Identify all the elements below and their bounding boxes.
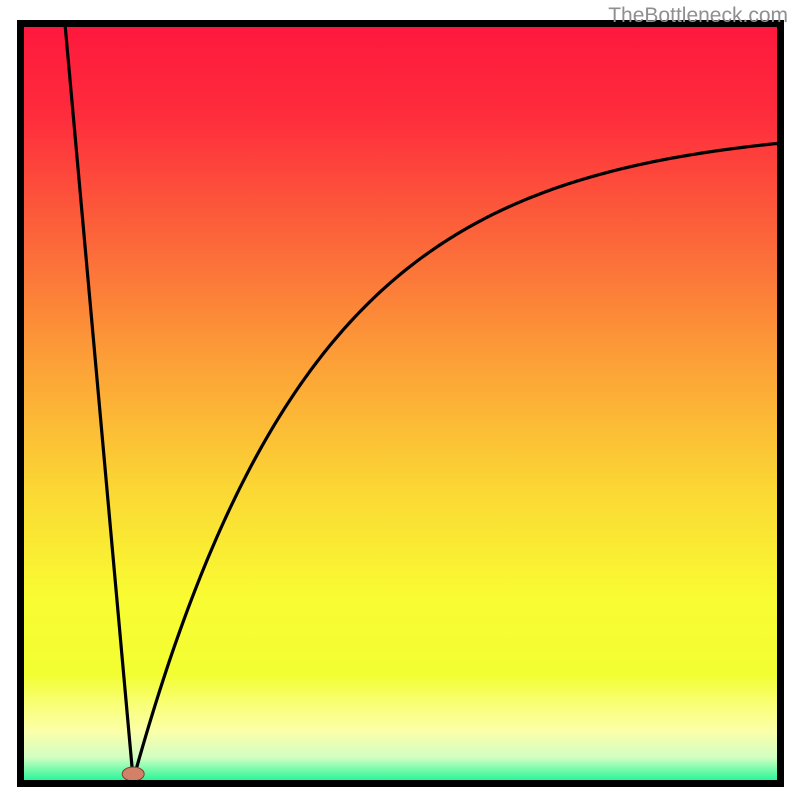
- chart-stage: TheBottleneck.com: [0, 0, 800, 800]
- watermark-text: TheBottleneck.com: [608, 4, 788, 28]
- minimum-marker: [122, 767, 144, 781]
- gradient-background: [24, 27, 777, 780]
- bottleneck-chart: [0, 0, 800, 800]
